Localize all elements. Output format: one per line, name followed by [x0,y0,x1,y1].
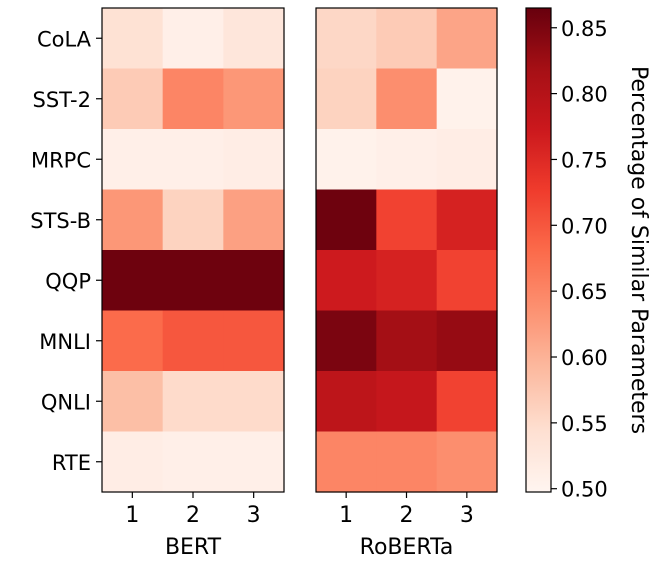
colorbar-label: Percentage of Similar Parameters [626,66,651,434]
roberta-x-tick-1: 1 [339,503,353,528]
bert-cell-sst-2-1 [102,68,164,130]
bert-cell-sst-2-2 [162,68,224,130]
bert-cell-sts-b-1 [102,189,164,251]
bert-cell-qnli-3 [223,371,285,433]
roberta-cell-rte-3 [436,431,498,493]
bert-cell-qnli-1 [102,371,164,433]
roberta-cell-cola-2 [376,8,438,70]
colorbar-tick-0.55: 0.55 [561,412,608,436]
y-tick-rte: RTE [52,451,91,475]
roberta-cell-qqp-2 [376,250,438,312]
y-tick-cola: CoLA [37,27,92,51]
bert-x-tick-1: 1 [125,503,139,528]
bert-cell-mrpc-3 [223,129,285,191]
y-tick-mnli: MNLI [39,330,91,354]
bert-x-tick-2: 2 [186,503,200,528]
y-tick-mrpc: MRPC [31,148,91,172]
bert-cell-mnli-3 [223,310,285,372]
y-tick-qqp: QQP [45,269,91,293]
bert-cell-qnli-2 [162,371,224,433]
colorbar-tick-0.85: 0.85 [561,17,608,41]
roberta-cell-sts-b-1 [316,189,377,251]
roberta-cell-sst-2-3 [436,68,498,130]
bert-cell-sts-b-2 [162,189,224,251]
colorbar-tick-0.50: 0.50 [561,478,608,502]
roberta-cell-cola-1 [316,8,377,70]
bert-cell-mrpc-1 [102,129,164,191]
bert-heatmap-panel: 1 2 3 BERT [101,7,285,560]
roberta-cell-qqp-1 [316,250,377,312]
bert-cell-rte-2 [162,431,224,493]
bert-cell-rte-1 [102,431,164,493]
bert-cell-mnli-1 [102,310,164,372]
bert-cell-mnli-2 [162,310,224,372]
bert-cell-rte-3 [223,431,285,493]
roberta-x-tick-2: 2 [400,503,414,528]
roberta-cell-cola-3 [436,8,498,70]
bert-cell-qqp-1 [102,250,164,312]
roberta-cell-sts-b-3 [436,189,498,251]
bert-cell-mrpc-2 [162,129,224,191]
colorbar-tick-0.80: 0.80 [561,83,608,107]
bert-cell-cola-1 [102,8,164,70]
roberta-x-axis-label: RoBERTa [360,535,454,560]
roberta-cell-qqp-3 [436,250,498,312]
bert-cell-cola-2 [162,8,224,70]
bert-cell-cola-3 [223,8,285,70]
roberta-cell-sst-2-1 [316,68,377,130]
roberta-cell-mnli-1 [316,310,377,372]
y-tick-sts-b: STS-B [30,209,91,233]
task-tick-labels: CoLA SST-2 MRPC STS-B QQP MNLI QNLI RTE [30,27,102,475]
roberta-cell-mnli-3 [436,310,498,372]
colorbar: 0.50 0.55 0.60 0.65 0.70 0.75 0.80 0.85 Percenta… [525,7,651,502]
bert-cell-sts-b-3 [223,189,285,251]
roberta-cell-qnli-1 [316,371,377,433]
roberta-cell-mrpc-2 [376,129,438,191]
roberta-cell-mrpc-1 [316,129,377,191]
colorbar-tick-0.70: 0.70 [561,214,608,238]
y-tick-qnli: QNLI [41,390,91,414]
colorbar-tick-0.65: 0.65 [561,280,608,304]
roberta-cell-qnli-2 [376,371,438,433]
roberta-cell-sts-b-2 [376,189,438,251]
bert-cell-qqp-2 [162,250,224,312]
bert-cell-sst-2-3 [223,68,285,130]
roberta-cell-rte-1 [316,431,377,493]
roberta-cell-qnli-3 [436,371,498,433]
y-tick-sst-2: SST-2 [33,88,92,112]
roberta-cell-rte-2 [376,431,438,493]
bert-cell-qqp-3 [223,250,285,312]
bert-x-axis-label: BERT [165,535,222,560]
roberta-cell-sst-2-2 [376,68,438,130]
colorbar-tick-0.75: 0.75 [561,148,608,172]
roberta-cell-mnli-2 [376,310,438,372]
bert-x-tick-3: 3 [247,503,261,528]
colorbar-tick-0.60: 0.60 [561,346,608,370]
roberta-x-tick-3: 3 [460,503,474,528]
colorbar-gradient [525,7,552,493]
roberta-cell-mrpc-3 [436,129,498,191]
